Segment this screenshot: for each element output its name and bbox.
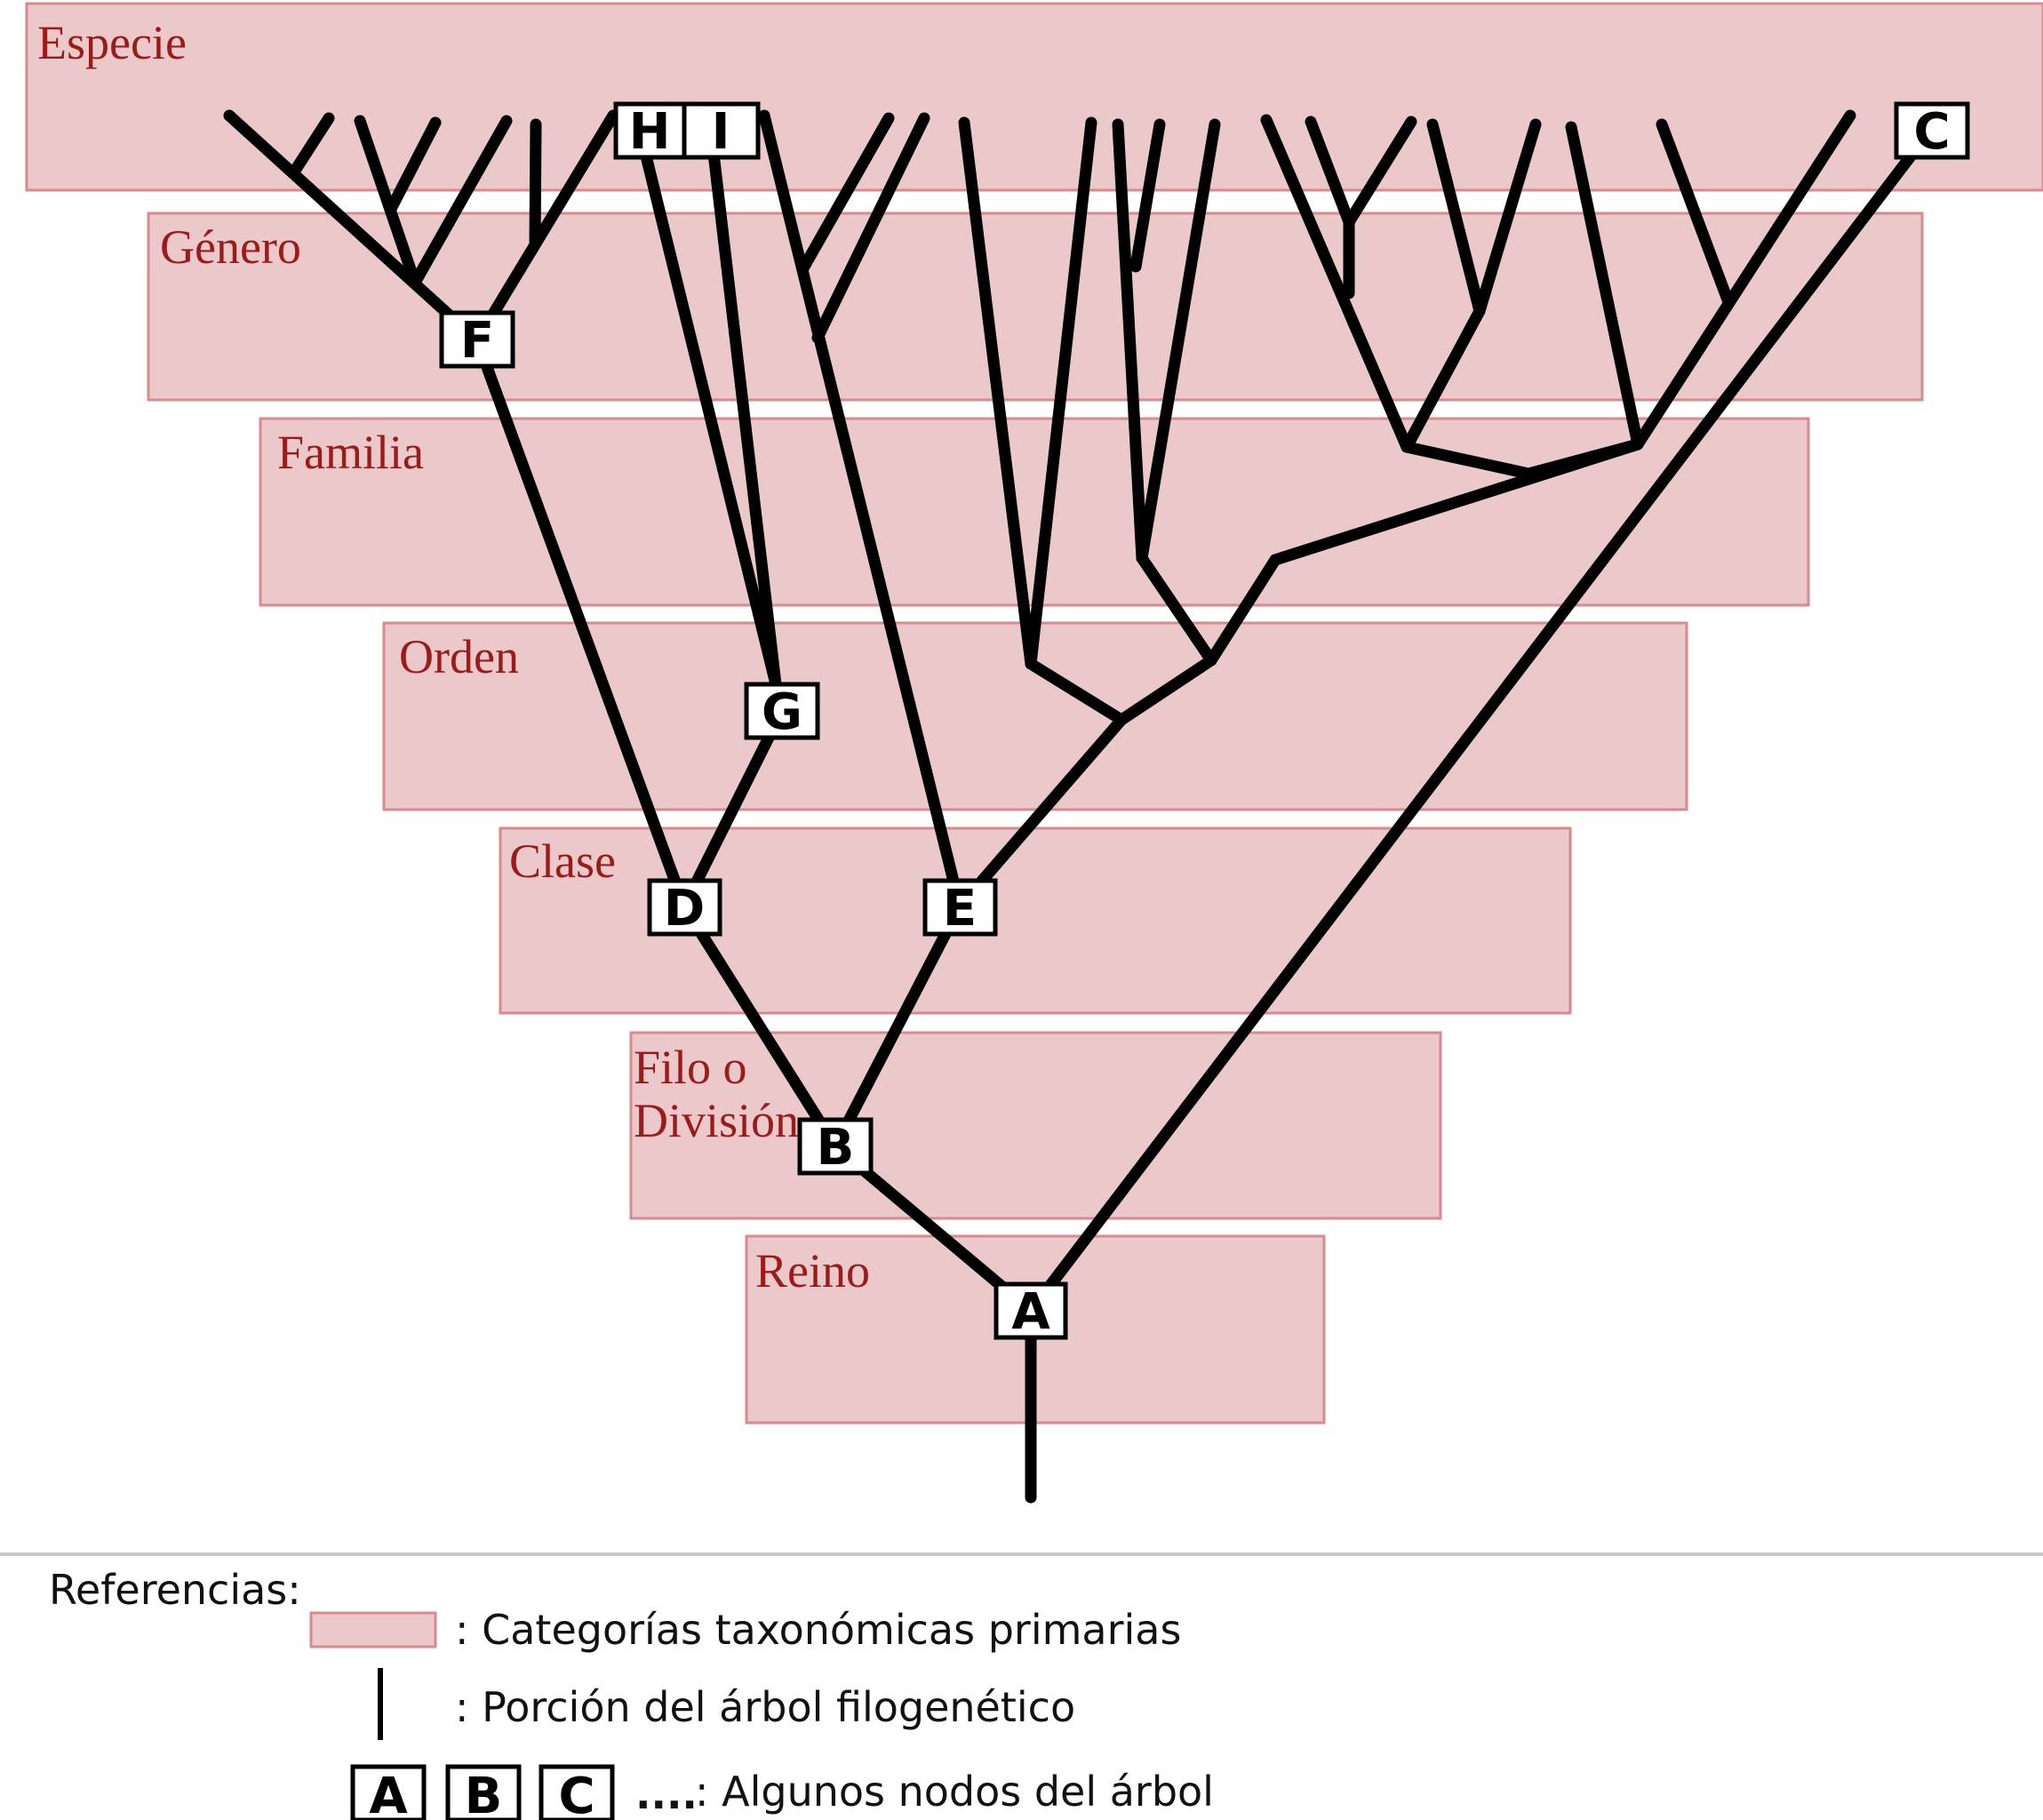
label-filo-line1: Filo o <box>634 1041 747 1094</box>
svg-text:I: I <box>712 103 730 161</box>
edge-k-l <box>1025 658 1128 726</box>
phylogenetic-tree <box>223 109 1936 1504</box>
legend-line-text: : Porción del árbol filogenético <box>455 1683 1075 1731</box>
label-filo-line2: División <box>634 1094 799 1147</box>
edge-l-1 <box>958 116 1037 670</box>
svg-text:G: G <box>762 683 802 741</box>
band-genero <box>147 212 1924 402</box>
node-h: H <box>613 101 687 161</box>
edge-f-b <box>354 115 421 289</box>
edge-e-b2 <box>811 112 930 344</box>
edge-n-2 <box>1136 118 1221 564</box>
legend-title: Referencias: <box>49 1566 301 1614</box>
edge-l-2 <box>1025 116 1097 670</box>
category-bands <box>25 2 2043 1425</box>
legend-node-c: C <box>539 1764 615 1820</box>
edge-n-3 <box>1129 118 1166 273</box>
edge-e-b1 <box>798 112 895 273</box>
legend-band-text: : Categorías taxonómicas primarias <box>455 1606 1181 1654</box>
label-genero: Género <box>160 220 301 274</box>
edge-r-4 <box>1343 116 1417 228</box>
edge-d-g <box>678 705 788 913</box>
node-f: F <box>439 310 515 370</box>
category-labels: Especie Género Familia Orden Clase Filo … <box>37 16 870 1297</box>
edge-p-q <box>1522 438 1644 480</box>
edge-b-e <box>829 900 966 1153</box>
edge-p-t <box>1632 109 1856 451</box>
edge-p-s <box>1565 121 1644 451</box>
band-familia <box>259 417 1810 607</box>
edge-f-right <box>471 109 619 347</box>
edge-r-7 <box>1473 118 1542 317</box>
edge-n-1 <box>1112 118 1148 564</box>
legend-node-b: B <box>445 1764 522 1820</box>
edge-r-1 <box>1260 114 1413 453</box>
svg-text:A: A <box>369 1768 408 1820</box>
edge-m-n <box>1136 552 1217 667</box>
edge-m-o <box>1205 554 1281 667</box>
node-i: I <box>682 101 761 161</box>
node-b: B <box>797 1117 874 1177</box>
edge-r-5 <box>1401 305 1486 453</box>
tree-nodes: A B C D E F G H <box>439 101 1970 1341</box>
legend: Referencias: : Categorías taxonómicas pr… <box>49 1566 1214 1820</box>
svg-text:A: A <box>1011 1283 1050 1341</box>
node-c: C <box>1894 101 1970 161</box>
label-reino: Reino <box>755 1244 870 1297</box>
legend-ellipsis: .... <box>635 1770 698 1818</box>
edge-q-r <box>1401 441 1535 480</box>
band-especie <box>25 2 2043 192</box>
label-especie: Especie <box>37 16 187 69</box>
edge-f-left <box>223 109 483 347</box>
edge-d-f <box>471 334 690 913</box>
edge-e-k <box>954 714 1128 913</box>
node-a: A <box>994 1281 1068 1341</box>
edge-g-i <box>705 124 782 690</box>
edge-b-d <box>678 900 842 1153</box>
legend-nodes-text: : Algunos nodos del árbol <box>695 1768 1214 1816</box>
svg-text:C: C <box>558 1768 595 1820</box>
edge-r-6 <box>1426 118 1486 317</box>
svg-text:B: B <box>465 1768 503 1820</box>
edge-a-c <box>1025 124 1936 1317</box>
edge-f-e <box>529 118 542 251</box>
label-clase: Clase <box>509 834 616 888</box>
edge-r-3 <box>1305 116 1355 228</box>
edge-f-c <box>409 115 513 289</box>
svg-text:B: B <box>817 1119 855 1177</box>
legend-band-swatch <box>309 1611 437 1648</box>
node-d: D <box>647 878 722 938</box>
edge-k-m <box>1115 654 1217 726</box>
edge-t-1 <box>1656 118 1735 308</box>
svg-text:C: C <box>1913 103 1950 161</box>
edge-g-h <box>634 124 782 690</box>
edge-e-up <box>758 109 966 913</box>
node-g: G <box>744 682 820 741</box>
label-familia: Familia <box>277 426 424 479</box>
band-filo <box>629 1031 1442 1220</box>
svg-text:H: H <box>629 103 671 161</box>
svg-text:E: E <box>943 880 977 938</box>
svg-text:D: D <box>664 880 705 938</box>
edge-f-a <box>287 112 335 180</box>
edge-f-d <box>385 116 442 215</box>
legend-node-a: A <box>350 1764 427 1820</box>
node-e: E <box>922 878 998 938</box>
label-orden: Orden <box>399 630 519 683</box>
svg-text:F: F <box>460 312 494 370</box>
